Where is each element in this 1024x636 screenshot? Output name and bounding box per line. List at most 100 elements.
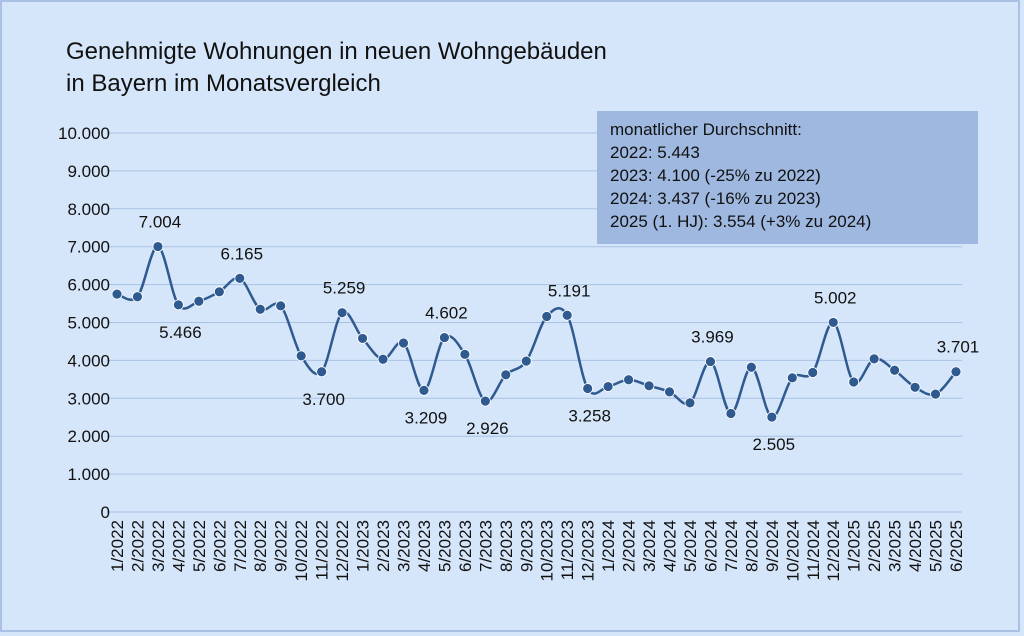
- data-point: [500, 369, 512, 381]
- data-point: [664, 386, 675, 398]
- data-point: [172, 299, 184, 311]
- data-point: [213, 286, 225, 298]
- x-tick-label: 2/2023: [374, 520, 393, 572]
- data-point: [848, 376, 860, 388]
- data-point: [561, 309, 573, 321]
- data-point: [520, 355, 532, 367]
- x-tick-label: 9/2024: [763, 520, 782, 572]
- x-tick-label: 6/2024: [701, 520, 720, 572]
- y-axis-ticks: 0 1.000 2.000 3.000 4.000 5.000 6.000 7.000 8.00…: [58, 124, 110, 522]
- data-point: [336, 307, 348, 319]
- y-tick-label: 4.000: [67, 351, 110, 370]
- chart-title-line-1: Genehmigte Wohnungen in neuen Wohngebäud…: [66, 38, 607, 65]
- data-point: [193, 295, 205, 307]
- note-box-background: [597, 111, 978, 244]
- y-tick-label: 1.000: [67, 465, 110, 484]
- chart-title-line-2: in Bayern im Monatsvergleich: [66, 70, 381, 97]
- x-tick-label: 5/2022: [190, 520, 209, 572]
- x-tick-label: 10/2022: [292, 520, 311, 581]
- data-point: [234, 272, 246, 284]
- data-label: 4.602: [425, 304, 468, 323]
- y-tick-label: 8.000: [67, 200, 110, 219]
- x-tick-label: 8/2024: [742, 520, 761, 572]
- data-label: 5.002: [814, 288, 857, 307]
- x-tick-label: 2/2025: [865, 520, 884, 572]
- x-tick-label: 4/2025: [906, 520, 925, 572]
- x-tick-label: 8/2022: [251, 520, 270, 572]
- data-point: [132, 291, 143, 303]
- data-label: 3.700: [302, 390, 345, 409]
- x-tick-label: 6/2023: [456, 520, 475, 572]
- note-line: 2022: 5.443: [610, 143, 700, 162]
- data-label: 5.466: [159, 323, 202, 342]
- x-tick-label: 11/2024: [804, 520, 823, 580]
- data-label: 3.701: [937, 338, 980, 357]
- data-point: [725, 408, 737, 419]
- series: [111, 241, 962, 423]
- x-tick-label: 1/2025: [845, 520, 864, 572]
- x-tick-label: 1/2024: [599, 520, 618, 572]
- data-label: 7.004: [139, 213, 182, 232]
- x-tick-label: 7/2022: [231, 520, 250, 572]
- y-tick-label: 2.000: [67, 427, 110, 446]
- data-point: [459, 348, 471, 360]
- x-tick-label: 3/2022: [149, 520, 168, 572]
- note-line: monatlicher Durchschnitt:: [610, 120, 802, 139]
- x-tick-label: 12/2023: [579, 520, 598, 581]
- x-tick-label: 4/2023: [415, 520, 434, 572]
- x-tick-label: 1/2023: [354, 520, 373, 572]
- data-point: [418, 384, 430, 396]
- note-box: monatlicher Durchschnitt: 2022: 5.443 2023…: [597, 111, 978, 244]
- data-point: [439, 332, 450, 343]
- x-tick-label: 8/2023: [497, 520, 516, 572]
- data-label: 3.209: [405, 408, 448, 427]
- data-point: [377, 353, 389, 365]
- data-point: [602, 381, 614, 392]
- x-tick-label: 12/2024: [824, 520, 843, 581]
- data-point: [766, 411, 778, 423]
- data-point: [705, 356, 716, 367]
- data-point: [643, 380, 655, 392]
- y-tick-label: 10.000: [58, 124, 110, 143]
- series-line: [116, 245, 957, 419]
- data-point: [111, 288, 123, 300]
- data-point: [745, 361, 757, 373]
- x-axis-ticks: 1/2022 2/2022 3/2022 4/2022 5/2022 6/2022 7/20…: [108, 520, 966, 581]
- data-label: 2.505: [753, 435, 796, 454]
- y-tick-label: 0: [101, 503, 110, 522]
- x-tick-label: 3/2023: [394, 520, 413, 572]
- note-line: 2025 (1. HJ): 3.554 (+3% zu 2024): [610, 212, 871, 231]
- data-labels: 7.004 5.466 6.165 3.700 5.259 3.209 4.602 2.926…: [139, 213, 980, 455]
- x-tick-label: 4/2022: [169, 520, 188, 572]
- data-point: [889, 364, 901, 376]
- x-tick-label: 6/2022: [210, 520, 229, 572]
- data-label: 5.191: [548, 281, 591, 300]
- x-tick-label: 2/2024: [620, 520, 639, 572]
- data-point: [623, 374, 634, 386]
- data-label: 6.165: [221, 244, 264, 263]
- x-tick-label: 3/2025: [886, 520, 905, 572]
- x-tick-label: 5/2023: [435, 520, 454, 572]
- data-point: [357, 333, 368, 344]
- data-point: [295, 350, 307, 362]
- data-point: [827, 317, 839, 328]
- x-tick-label: 3/2024: [640, 520, 659, 572]
- data-point: [479, 395, 491, 407]
- x-tick-label: 2/2022: [128, 520, 147, 572]
- x-tick-label: 5/2025: [927, 520, 946, 572]
- y-tick-label: 6.000: [67, 276, 110, 295]
- x-tick-label: 11/2023: [558, 520, 577, 580]
- note-line: 2023: 4.100 (-25% zu 2022): [610, 166, 821, 185]
- x-tick-label: 5/2024: [681, 520, 700, 572]
- y-tick-label: 9.000: [67, 162, 110, 181]
- data-point: [909, 381, 921, 393]
- data-point: [316, 366, 328, 378]
- y-tick-label: 3.000: [67, 389, 110, 408]
- x-tick-label: 11/2022: [313, 520, 332, 580]
- x-tick-label: 7/2024: [722, 520, 741, 572]
- data-point: [950, 366, 962, 378]
- data-point: [582, 383, 594, 394]
- data-point: [868, 353, 880, 365]
- x-tick-label: 9/2022: [272, 520, 291, 572]
